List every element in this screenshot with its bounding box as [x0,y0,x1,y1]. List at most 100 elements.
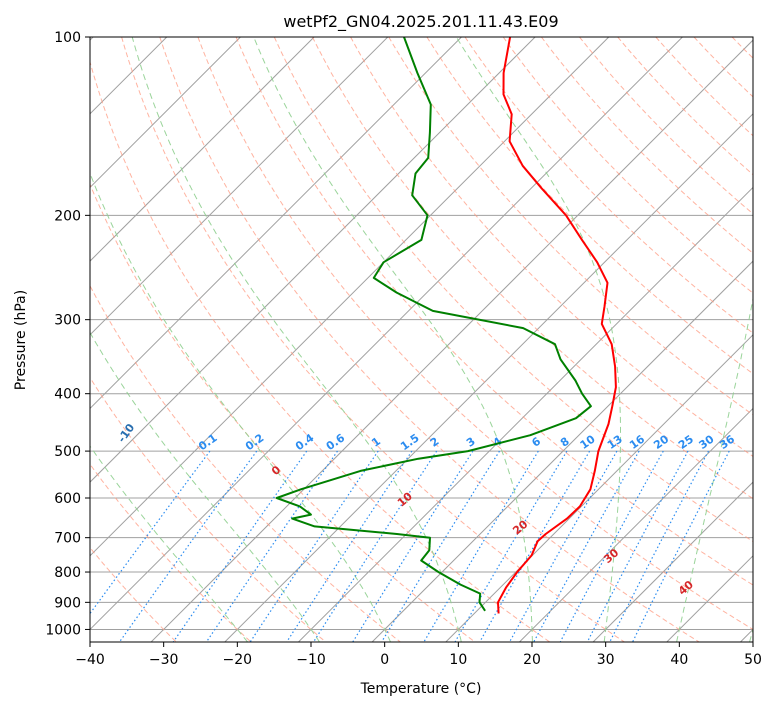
y-tick-label: 500 [54,444,81,460]
temperature-profile-line [497,37,617,614]
dry-adiabat-line [502,37,753,294]
y-tick-label: 800 [54,565,81,581]
isotherm-line [445,334,753,642]
mixing-ratio-line [533,450,640,642]
sounding-series [275,37,617,614]
mixing-ratio-line [479,450,591,642]
isotherm-line [666,555,753,642]
mixing-ratio-line [249,450,379,642]
mixing-ratio-line [381,450,501,642]
moist-adiabat-line [455,37,622,642]
moist-adiabat-line [90,172,392,642]
dry-adiabat-line [90,546,177,642]
mixing-ratio-label: 30 [696,432,716,452]
grid-layer [90,37,775,642]
x-tick-label: 10 [449,652,467,668]
dry-adiabat-line [90,284,401,642]
mixing-ratio-line [423,450,539,642]
mixing-ratio-label: 25 [676,433,696,452]
dry-adiabat-line [655,37,753,137]
mixing-ratio-line [286,450,413,642]
mixing-ratio-line [205,450,338,642]
y-tick-label: 700 [54,531,81,547]
mixing-ratio-line [559,450,664,642]
dry-adiabat-line [90,463,252,642]
moist-adiabat-label: 40 [676,578,696,598]
mixing-ratio-line [90,450,211,615]
mixing-ratio-line [119,450,258,642]
mixing-ratio-line [509,450,618,642]
mixing-ratio-label: 6 [529,435,543,450]
mixing-ratio-line [172,450,308,642]
dry-adiabat-line [541,37,753,254]
moist-adiabat-line [90,331,320,642]
dry-adiabat-line [426,37,753,375]
moist-adiabat-line [131,37,462,642]
y-tick-label: 400 [54,387,81,403]
isotherm-line [90,37,536,483]
isotherm-line [224,113,753,642]
y-tick-label: 300 [54,313,81,329]
x-tick-label: −40 [75,652,105,668]
dry-adiabat-line [388,37,753,416]
chart-title: wetPf2_GN04.2025.201.11.43.E09 [283,12,558,32]
isotherm-line [592,481,753,642]
y-tick-label: 600 [54,491,81,507]
dry-adiabat-line [90,376,327,642]
mixing-ratio-label: 3 [464,435,478,450]
moist-adiabat-line [676,296,753,642]
y-tick-label: 200 [54,208,81,224]
moist-adiabat-line [253,37,533,642]
dry-adiabat-line [159,37,700,642]
x-tick-label: 0 [380,652,389,668]
y-tick-label: 1000 [45,622,81,638]
x-axis-label: Temperature (°C) [360,681,482,697]
x-tick-label: 50 [744,652,762,668]
dry-adiabat-line [770,37,775,642]
x-tick-label: −30 [149,652,179,668]
x-axis-ticks: −40 −30 −20 −10 0 10 20 30 40 50 [75,642,762,668]
mixing-ratio-label: 36 [717,432,737,452]
moist-adiabat-label: 0 [269,463,283,478]
isotherm-line [90,37,462,410]
y-axis-label: Pressure (hPa) [13,290,29,390]
mixing-ratio-label: 0.1 [196,431,219,453]
isotherm-line [90,37,389,336]
mixing-ratio-label: 2 [428,435,442,450]
moist-adiabat-label: 20 [510,517,530,537]
mixing-ratio-line [632,450,730,642]
x-tick-label: 40 [670,652,688,668]
moist-adiabat-label: 30 [601,546,621,566]
moist-adiabat-label: 10 [395,489,415,509]
dry-adiabat-line [273,37,753,543]
dewpoint-profile-line [275,37,592,612]
mixing-ratio-line [586,450,689,642]
x-tick-label: 30 [597,652,615,668]
dry-adiabat-line [90,183,476,642]
isotherm-line [90,37,610,557]
y-tick-label: 100 [54,30,81,46]
isotherm-line [90,37,683,631]
y-tick-label: 900 [54,595,81,611]
isotherm-line [150,39,753,642]
dry-adiabat-line [311,37,753,500]
dry-adiabat-line [617,37,753,176]
moist-adiabat-line [90,445,248,642]
x-tick-label: −10 [296,652,326,668]
mixing-ratio-label: 20 [651,432,671,452]
mixing-ratio-label: 10 [578,432,598,452]
y-axis-ticks: 100 200 300 400 500 600 700 800 900 1000 [45,30,90,638]
mixing-ratio-label: 16 [627,432,647,452]
isotherm-line [90,37,241,189]
dry-adiabat-line [693,37,753,98]
mixing-ratio-line [609,450,710,642]
isotherm-line [740,628,753,642]
x-tick-label: 20 [523,652,541,668]
x-tick-label: −20 [223,652,253,668]
isotherm-line [90,37,315,262]
isotherm-line [371,260,753,642]
dry-adiabat-line [121,37,625,642]
dry-adiabat-line [464,37,753,334]
dry-adiabat-line [350,37,753,458]
